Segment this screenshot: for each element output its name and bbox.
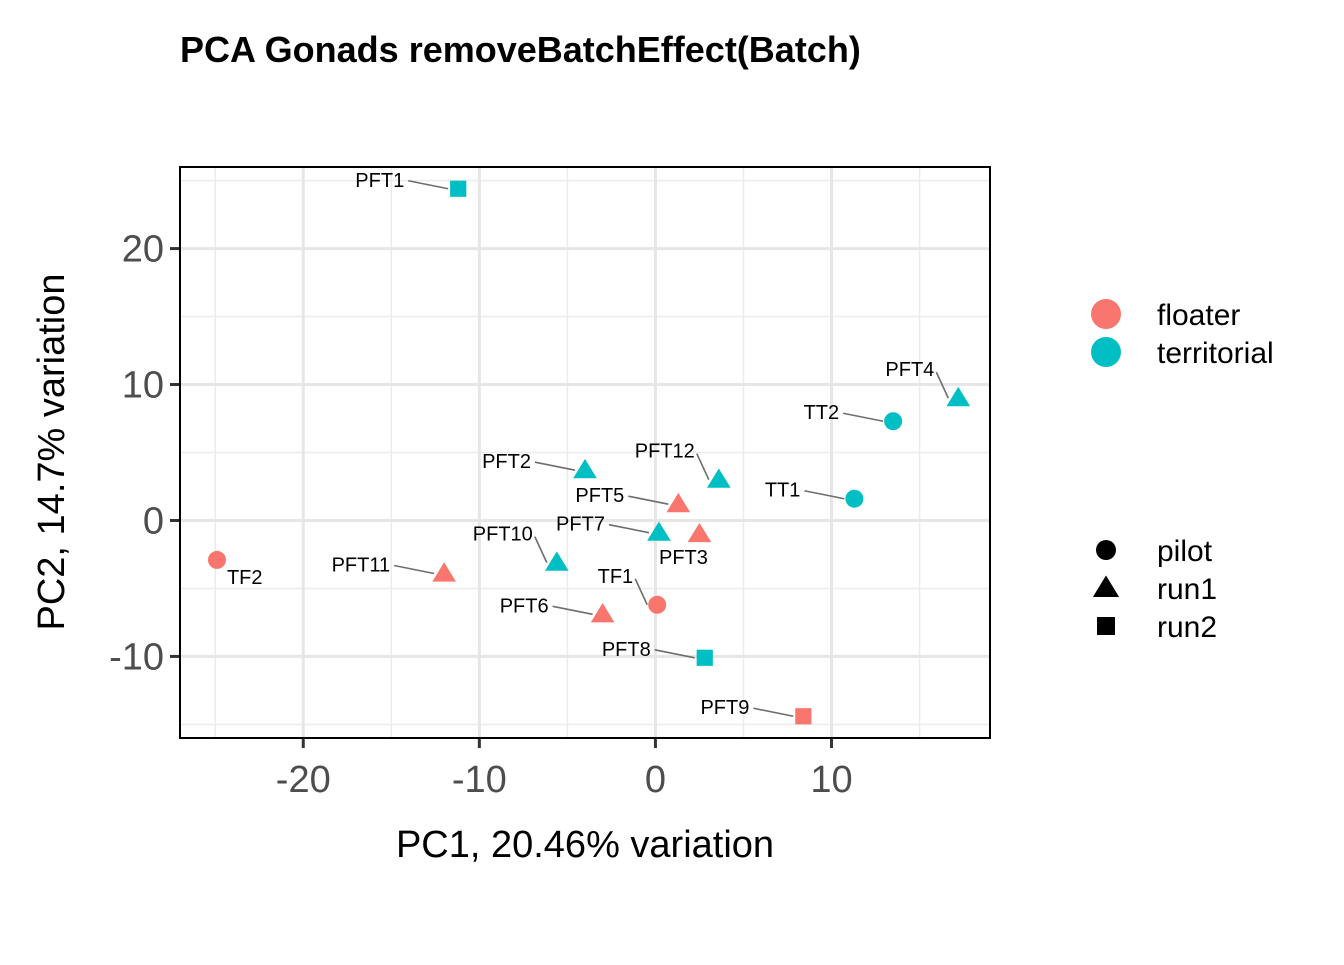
label-leader-line [534,536,548,563]
label-leader-line [654,649,695,659]
point-label: PFT4 [885,359,934,381]
legend-shape-key [1097,617,1115,635]
y-axis-label: PC2, 14.7% variation [31,274,73,631]
label-leader-line [393,564,435,575]
label-leader-line [408,179,449,190]
label-leader-line [628,495,669,505]
legend-shape-label: run2 [1157,611,1217,644]
data-point [590,603,615,623]
legend-color-key [1091,337,1121,367]
legend: floater territorial pilot run1 run2 [1091,299,1274,644]
legend-color-label: territorial [1157,337,1274,370]
data-point [545,551,569,571]
label-leader-line [552,605,593,616]
legend-color-label: floater [1157,299,1240,332]
point-label: PFT1 [355,170,404,192]
point-label: PFT12 [635,441,695,463]
y-tick-label: 0 [143,500,164,542]
y-tick-label: 20 [122,229,164,271]
point-label: PFT11 [332,554,391,576]
data-point [450,180,467,197]
x-tick-label: -20 [276,759,331,801]
data-point [696,649,713,666]
data-point [946,386,971,407]
data-point [648,595,667,614]
label-leader-line [804,489,845,500]
x-tick-label: 0 [645,759,666,801]
label-leader-line [753,707,794,718]
data-point [795,708,812,725]
point-label: TF1 [598,566,634,588]
point-label: PFT9 [700,697,749,719]
legend-color-key [1091,299,1121,329]
x-axis-label: PC1, 20.46% variation [396,824,774,866]
data-point [687,522,712,543]
label-leader-line [935,371,950,399]
data-point [647,521,671,541]
label-leader-line [634,578,648,606]
point-label: PFT8 [602,639,651,661]
point-label: TT1 [765,480,801,502]
x-tick-label: 10 [810,759,852,801]
data-point [432,562,456,582]
data-point [573,458,597,479]
label-leader-line [608,523,650,534]
plot-border [179,166,991,739]
data-point [845,489,864,508]
label-leader-line [534,461,576,471]
point-label: PFT3 [659,547,708,569]
plot-area: -20 -10 0 10 -10 0 10 20 PFT1 PFT4 TT2 PFT2 PFT12 TT1… [109,166,991,801]
chart-title: PCA Gonads removeBatchEffect(Batch) [180,29,861,70]
data-point [707,468,731,488]
legend-shape-label: run1 [1157,573,1217,606]
data-point [884,412,903,431]
point-label: PFT6 [500,595,549,617]
label-leader-line [696,453,710,481]
y-tick-label: 10 [122,365,164,407]
point-label: TT2 [804,402,840,424]
legend-shape-key [1092,575,1120,597]
point-label: PFT7 [556,514,605,536]
label-leader-line [842,412,884,423]
data-point [666,492,691,513]
legend-shape-key [1096,540,1116,560]
point-label: PFT5 [575,485,624,507]
point-label: TF2 [227,567,263,589]
data-point [207,550,226,569]
point-label: PFT2 [482,451,531,473]
y-tick-label: -10 [109,636,164,678]
x-tick-label: -10 [452,759,507,801]
point-label: PFT10 [473,524,533,546]
legend-shape-label: pilot [1157,535,1213,568]
